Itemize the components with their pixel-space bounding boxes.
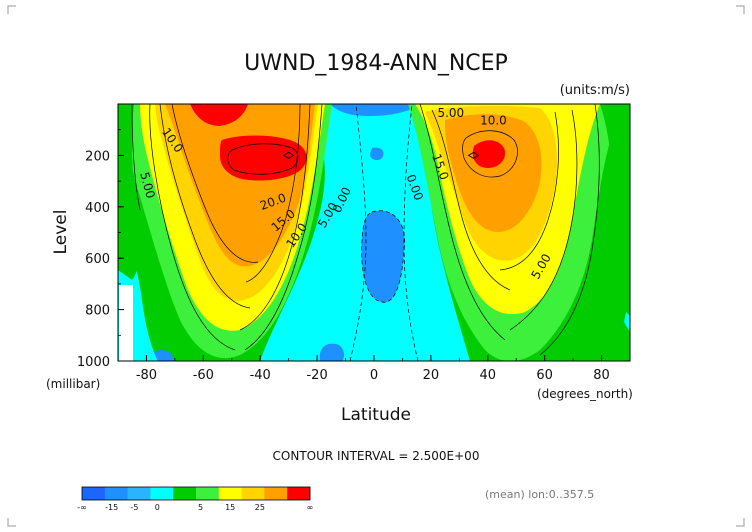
x-tick-label: -60	[193, 368, 214, 383]
colorbar-swatch	[173, 487, 197, 500]
contour-label: 10.0	[480, 114, 507, 128]
jet-max-marker	[467, 151, 480, 159]
x-units-label: (degrees_north)	[537, 387, 633, 401]
x-axis-title: Latitude	[341, 405, 411, 425]
contour-line	[171, 104, 259, 263]
contour-line	[431, 109, 511, 291]
x-tick-label: 60	[536, 368, 553, 383]
colorbar-frame	[81, 486, 311, 501]
colorbar-label: 15	[225, 503, 235, 512]
y-tick-label: 400	[85, 201, 110, 216]
contour-field	[118, 104, 630, 361]
nh-jet-orange	[444, 114, 542, 232]
jet-max-marker	[282, 151, 295, 159]
y-units-label: (millibar)	[46, 377, 100, 391]
contour-line	[245, 104, 301, 283]
contour-label: 5.00	[437, 106, 464, 120]
x-tick-label: -80	[136, 368, 157, 383]
colorbar-swatch	[104, 487, 128, 500]
contour-line	[419, 104, 506, 341]
contour-line	[227, 143, 299, 175]
contour-line	[509, 109, 578, 331]
colorbar-swatch	[196, 487, 220, 500]
colorbar-swatch	[150, 487, 174, 500]
y-axis-title: Level	[51, 210, 71, 255]
contour-line	[244, 104, 323, 351]
contour-line	[149, 104, 236, 351]
chart-title: UWND_1984-ANN_NCEP	[244, 51, 508, 76]
colorbar-label: -15	[105, 503, 118, 512]
colorbar-label: 5	[198, 503, 203, 512]
colorbar-swatch	[218, 487, 242, 500]
y-axis: 200 400 600 800 1000	[77, 129, 124, 370]
jet-markers	[282, 151, 480, 159]
colorbar-label: ∞	[307, 503, 314, 512]
contour-line	[349, 104, 367, 361]
x-tick-label: 0	[370, 368, 378, 383]
colorbar-swatch	[127, 487, 151, 500]
corner-marks	[7, 5, 745, 527]
polar-cyan-right	[624, 312, 630, 332]
colorbar-label: 25	[255, 503, 265, 512]
y-tick-label: 1000	[77, 355, 110, 370]
band-azure-mid	[361, 210, 405, 303]
colorbar-label: -∞	[77, 503, 87, 512]
contour-label: 5.00	[137, 170, 157, 199]
contour-line	[239, 104, 311, 331]
colorbar-label: -5	[130, 503, 138, 512]
colorbar-swatch	[82, 487, 106, 500]
sh-jet-red-top	[190, 104, 248, 126]
colorbar-swatch	[287, 487, 311, 500]
contour-line	[131, 104, 141, 211]
nh-jet-red-core	[472, 140, 506, 168]
x-tick-label: -40	[250, 368, 271, 383]
contour-lines	[131, 104, 600, 361]
x-tick-label: 80	[593, 368, 610, 383]
y-tick-label: 600	[85, 252, 110, 267]
colorbar-label: 0	[155, 503, 160, 512]
polar-green-left	[118, 104, 140, 280]
x-tick-label: 20	[423, 368, 440, 383]
y-tick-label: 800	[85, 304, 110, 319]
colorbar-swatch	[241, 487, 265, 500]
colorbar: -∞ -15 -5 0 5 15 25 ∞	[77, 486, 314, 512]
no-data-region	[119, 285, 133, 361]
polar-green-right	[560, 104, 630, 361]
contour-line	[159, 104, 251, 309]
colorbar-swatch	[264, 487, 288, 500]
contour-line	[499, 111, 559, 271]
sh-jet-red-core	[220, 135, 307, 181]
band-azure-small	[370, 147, 384, 161]
units-label: (units:m/s)	[560, 83, 630, 98]
stats-text: (mean) lon:0..357.5	[485, 488, 594, 501]
x-tick-label: 40	[480, 368, 497, 383]
contour-line	[361, 210, 405, 303]
band-azure-top	[330, 104, 420, 116]
y-tick-label: 200	[85, 149, 110, 164]
contour-interval-text: CONTOUR INTERVAL = 2.500E+00	[273, 449, 480, 463]
contour-line	[539, 104, 600, 356]
contour-line	[403, 104, 419, 361]
x-tick-label: -20	[306, 368, 327, 383]
contour-line	[462, 130, 518, 178]
x-axis: -80 -60 -40 -20 0 20 40 60 80	[117, 355, 631, 383]
band-azure-sfc	[319, 343, 344, 361]
